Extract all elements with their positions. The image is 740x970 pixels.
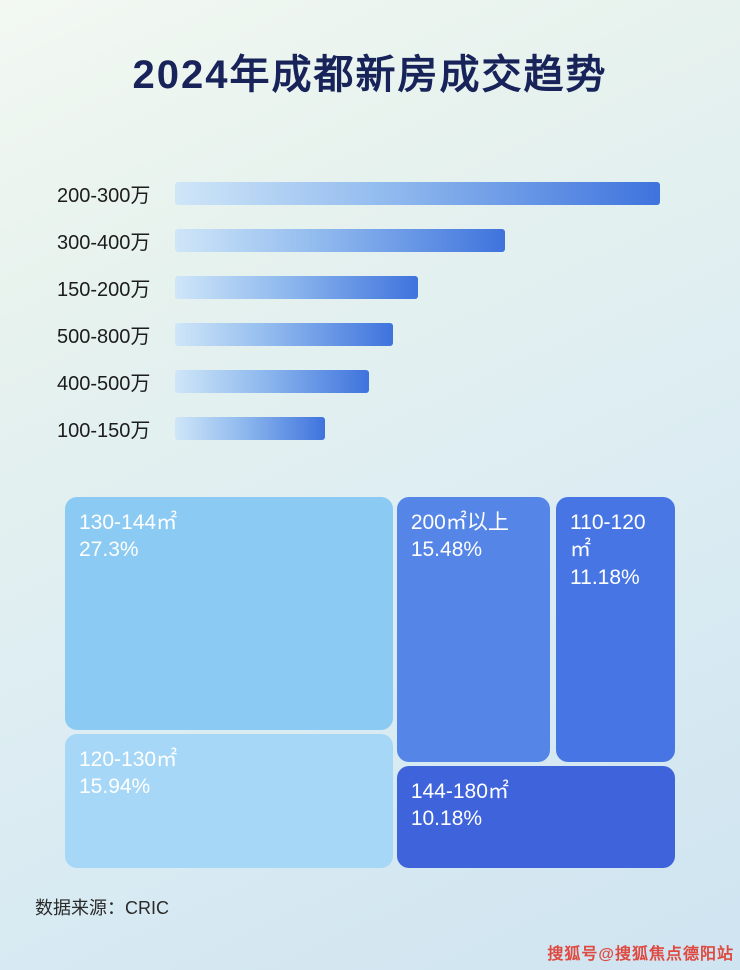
treemap-block-value: 15.94% xyxy=(79,775,151,799)
bar-track xyxy=(175,182,660,205)
treemap-block-label: 130-144㎡ xyxy=(79,511,178,534)
treemap-block-200plus: 200㎡以上 15.48% xyxy=(396,497,550,762)
treemap-block-value: 27.3% xyxy=(79,538,139,562)
bar-fill xyxy=(175,370,369,393)
watermark-text: 搜狐号@搜狐焦点德阳站 xyxy=(547,946,734,963)
page-title: 2024年成都新房成交趋势 xyxy=(132,53,608,97)
bar-row: 300-400万 xyxy=(57,229,687,254)
bar-track xyxy=(175,417,660,440)
bar-row: 150-200万 xyxy=(57,276,687,301)
treemap-block-label: 200㎡以上 xyxy=(410,511,509,534)
bar-row: 200-300万 xyxy=(57,182,687,207)
bar-category-label: 100-150万 xyxy=(57,420,151,442)
treemap-block-130-144: 130-144㎡ 27.3% xyxy=(65,497,394,730)
bar-category-label: 400-500万 xyxy=(57,373,151,395)
bar-fill xyxy=(175,417,326,440)
bar-row: 500-800万 xyxy=(57,323,687,348)
bar-row: 100-150万 xyxy=(57,417,687,442)
bar-category-label: 150-200万 xyxy=(57,279,151,301)
area-treemap: 130-144㎡ 27.3% 200㎡以上 15.48% 110-120㎡ 11.18% 1… xyxy=(65,497,675,868)
bar-track xyxy=(175,323,660,346)
treemap-block-120-130: 120-130㎡ 15.94% xyxy=(65,734,394,868)
bar-category-label: 200-300万 xyxy=(57,185,151,207)
bar-fill xyxy=(175,276,418,299)
treemap-block-110-120: 110-120㎡ 11.18% xyxy=(556,497,675,762)
bar-fill xyxy=(175,182,660,205)
treemap-block-label: 120-130㎡ xyxy=(79,748,178,772)
treemap-block-label: 110-120㎡ xyxy=(570,511,646,562)
bar-fill xyxy=(175,229,505,252)
bar-row: 400-500万 xyxy=(57,370,687,395)
data-source-label: 数据来源：CRIC xyxy=(35,898,169,918)
treemap-block-value: 10.18% xyxy=(410,807,483,831)
price-bar-chart: 200-300万 300-400万 150-200万 500-800万 400-500万… xyxy=(57,182,687,464)
bar-category-label: 300-400万 xyxy=(57,232,151,254)
treemap-block-144-180: 144-180㎡ 10.18% xyxy=(396,765,675,868)
bar-track xyxy=(175,276,660,299)
treemap-block-value: 15.48% xyxy=(410,538,483,562)
bar-fill xyxy=(175,323,394,346)
treemap-block-value: 11.18% xyxy=(570,565,640,589)
bar-track xyxy=(175,370,660,393)
bar-category-label: 500-800万 xyxy=(57,326,151,348)
bar-track xyxy=(175,229,660,252)
treemap-block-label: 144-180㎡ xyxy=(410,779,509,803)
